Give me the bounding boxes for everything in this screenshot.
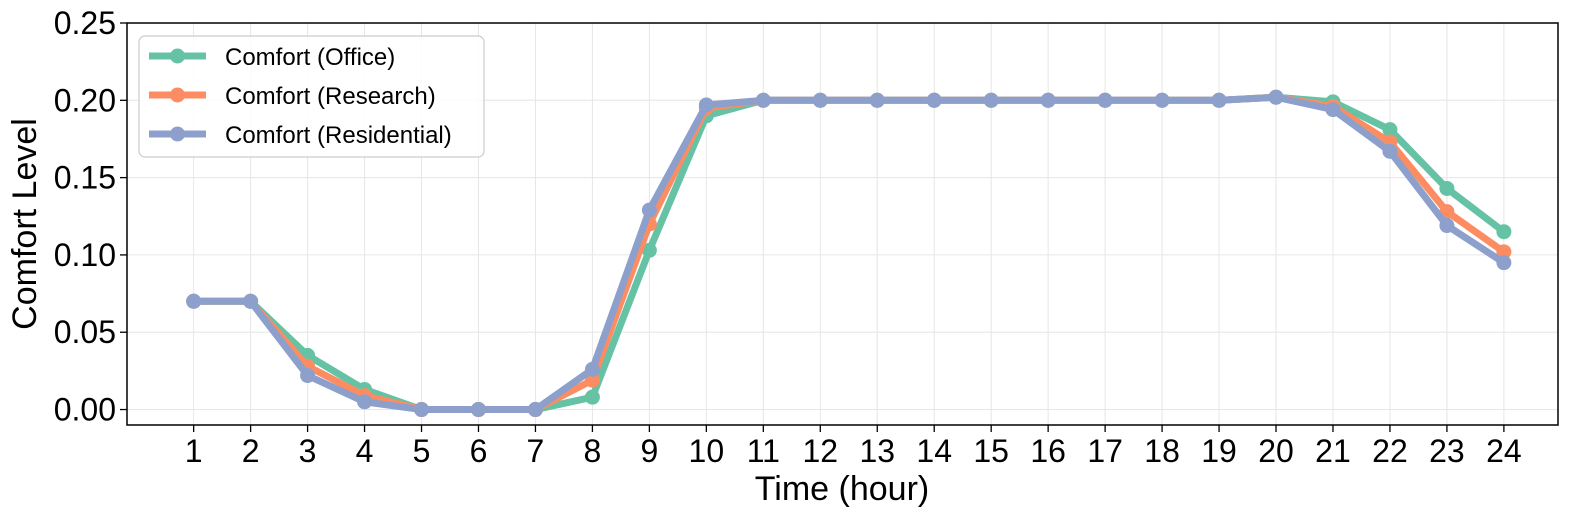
legend-entry: Comfort (Residential) bbox=[149, 122, 452, 149]
y-tick-label: 0.05 bbox=[54, 314, 116, 350]
data-point bbox=[1496, 255, 1512, 271]
data-point bbox=[584, 372, 600, 388]
data-point bbox=[1496, 224, 1512, 240]
data-point bbox=[1040, 92, 1056, 108]
data-point bbox=[527, 402, 543, 418]
x-tick-label: 1 bbox=[185, 433, 203, 469]
x-tick-label: 8 bbox=[584, 433, 602, 469]
data-point bbox=[1439, 180, 1455, 196]
x-tick-label: 4 bbox=[356, 433, 374, 469]
data-point bbox=[1382, 122, 1398, 138]
plot-frame bbox=[126, 22, 1559, 426]
y-tick-label: 0.10 bbox=[54, 237, 116, 273]
x-tick-label: 11 bbox=[747, 433, 780, 469]
data-point bbox=[1268, 89, 1284, 105]
x-tick-label: 15 bbox=[973, 433, 1009, 469]
x-tick-label: 24 bbox=[1486, 433, 1522, 469]
data-point bbox=[869, 92, 885, 108]
data-point bbox=[926, 92, 942, 108]
legend-label: Comfort (Research) bbox=[225, 83, 436, 110]
data-point bbox=[1154, 92, 1170, 108]
data-point bbox=[641, 202, 657, 218]
legend-label: Comfort (Office) bbox=[225, 44, 395, 71]
data-point bbox=[1439, 218, 1455, 234]
x-tick-label: 19 bbox=[1201, 433, 1237, 469]
y-tick-label: 0.25 bbox=[54, 5, 116, 41]
y-tick-label: 0.20 bbox=[54, 82, 116, 118]
data-point bbox=[584, 361, 600, 377]
y-tick-label: 0.15 bbox=[54, 160, 116, 196]
x-tick-label: 23 bbox=[1429, 433, 1465, 469]
data-point bbox=[470, 402, 486, 418]
data-point bbox=[584, 389, 600, 405]
data-point bbox=[1325, 102, 1341, 118]
legend-entry: Comfort (Research) bbox=[149, 83, 436, 110]
legend-swatch-marker bbox=[170, 48, 185, 64]
y-axis-label: Comfort Level bbox=[6, 118, 44, 330]
x-tick-label: 17 bbox=[1087, 433, 1123, 469]
x-tick-label: 22 bbox=[1372, 433, 1408, 469]
x-tick-label: 6 bbox=[470, 433, 488, 469]
legend-swatch-marker bbox=[170, 87, 185, 103]
series-lines bbox=[186, 89, 1512, 418]
x-tick-label: 12 bbox=[802, 433, 838, 469]
data-point bbox=[357, 394, 373, 410]
data-point bbox=[755, 92, 771, 108]
data-point bbox=[1496, 244, 1512, 260]
x-tick-label: 10 bbox=[689, 433, 725, 469]
x-tick-label: 2 bbox=[242, 433, 260, 469]
data-point bbox=[1097, 92, 1113, 108]
x-tick-label: 21 bbox=[1315, 433, 1351, 469]
legend: Comfort (Office) Comfort (Research) Comfor… bbox=[138, 35, 485, 158]
series-line bbox=[190, 93, 1508, 414]
axis-ticks: 1 2 3 4 5 6 7 8 9 10 11 12 13 14 15 16 17 18 19 20 21 22 23 240… bbox=[54, 5, 1522, 469]
x-tick-label: 16 bbox=[1030, 433, 1066, 469]
data-point bbox=[300, 368, 316, 384]
x-tick-label: 14 bbox=[916, 433, 952, 469]
legend-entry: Comfort (Office) bbox=[149, 44, 395, 71]
data-point bbox=[414, 402, 430, 418]
data-point bbox=[1382, 143, 1398, 159]
legend-swatch-marker bbox=[170, 126, 185, 142]
y-tick-label: 0.00 bbox=[54, 392, 116, 428]
x-tick-label: 20 bbox=[1258, 433, 1294, 469]
x-axis-label: Time (hour) bbox=[755, 470, 929, 508]
x-tick-label: 5 bbox=[413, 433, 431, 469]
legend-box bbox=[138, 35, 485, 158]
x-tick-label: 18 bbox=[1144, 433, 1180, 469]
x-tick-label: 7 bbox=[527, 433, 545, 469]
data-point bbox=[698, 97, 714, 113]
data-point bbox=[641, 242, 657, 258]
data-point bbox=[812, 92, 828, 108]
x-tick-label: 13 bbox=[859, 433, 895, 469]
legend-label: Comfort (Residential) bbox=[225, 122, 452, 149]
series-3 bbox=[186, 89, 1512, 418]
data-point bbox=[1211, 92, 1227, 108]
x-tick-label: 9 bbox=[640, 433, 658, 469]
x-tick-label: 3 bbox=[299, 433, 317, 469]
data-point bbox=[243, 293, 259, 309]
data-point bbox=[983, 92, 999, 108]
data-point bbox=[186, 293, 202, 309]
